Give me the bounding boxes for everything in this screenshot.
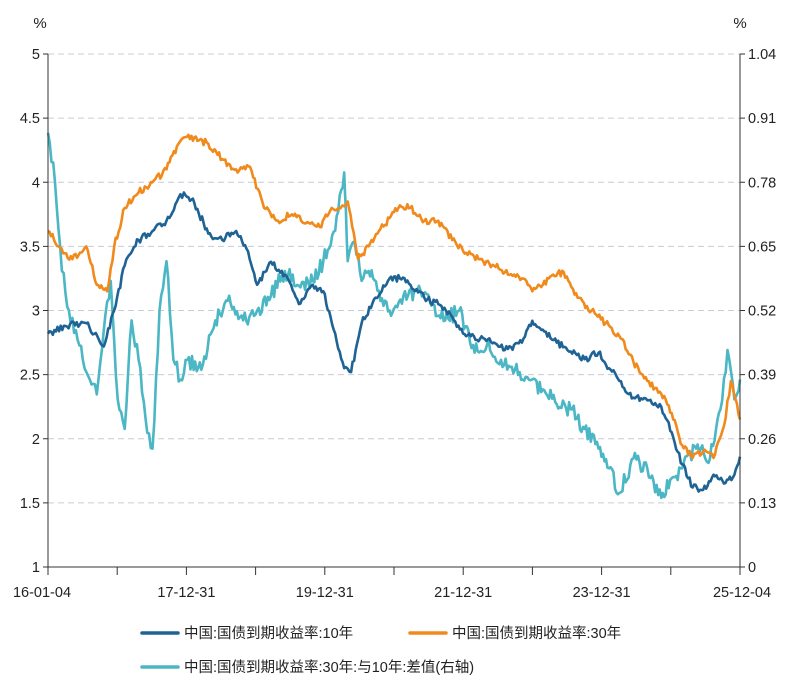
y-left-tick-label: 3 xyxy=(32,304,40,320)
y-left-tick-label: 4.5 xyxy=(20,111,40,127)
y-right-tick-label: 1.04 xyxy=(748,47,776,63)
y-right-tick-label: 0 xyxy=(748,560,756,576)
right-axis-unit: % xyxy=(733,15,746,32)
series-line-30y xyxy=(47,133,742,460)
left-axis-unit: % xyxy=(33,15,46,32)
y-right-tick-label: 0.26 xyxy=(748,432,776,448)
series-line-10y xyxy=(46,191,742,493)
y-left-tick-label: 1 xyxy=(32,560,40,576)
y-right-tick-label: 0.78 xyxy=(748,175,776,191)
y-right-tick-label: 0.13 xyxy=(748,496,776,512)
y-left-tick-label: 2.5 xyxy=(20,368,40,384)
x-tick-label: 23-12-31 xyxy=(573,585,631,601)
y-left-tick-label: 1.5 xyxy=(20,496,40,512)
x-tick-label: 17-12-31 xyxy=(157,585,215,601)
y-left-tick-label: 4 xyxy=(32,175,40,191)
x-tick-label: 25-12-04 xyxy=(713,585,771,601)
y-right-tick-label: 0.39 xyxy=(748,368,776,384)
axes: 1 1.5 2 2.5 3 3.5 4 4.5 5 0 0.13 0.26 0.39 0.52 0.65 0.… xyxy=(13,47,776,601)
legend-label-30y: 中国:国债到期收益率:30年 xyxy=(452,625,621,642)
y-right-tick-label: 0.65 xyxy=(748,239,776,255)
x-tick-label: 19-12-31 xyxy=(296,585,354,601)
legend-label-10y: 中国:国债到期收益率:10年 xyxy=(184,625,353,642)
y-right-tick-label: 0.91 xyxy=(748,111,776,127)
series-line-spread xyxy=(46,132,742,500)
legend-label-spread: 中国:国债到期收益率:30年:与10年:差值(右轴) xyxy=(184,659,474,676)
legend: 中国:国债到期收益率:10年 中国:国债到期收益率:30年 中国:国债到期收益率… xyxy=(140,625,621,676)
y-left-tick-label: 2 xyxy=(32,432,40,448)
x-tick-label: 21-12-31 xyxy=(434,585,492,601)
y-left-tick-label: 5 xyxy=(32,47,40,63)
y-left-tick-label: 3.5 xyxy=(20,239,40,255)
series-lines xyxy=(46,132,742,500)
x-tick-label: 16-01-04 xyxy=(13,585,71,601)
y-right-tick-label: 0.52 xyxy=(748,304,776,320)
